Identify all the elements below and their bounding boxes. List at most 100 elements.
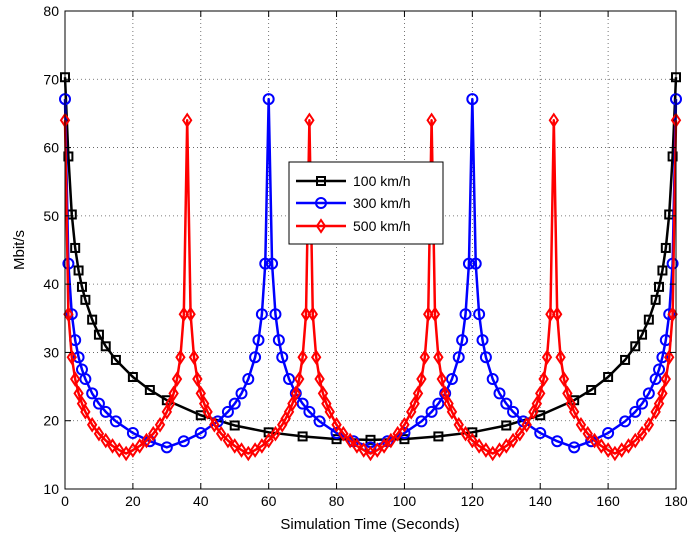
data-point xyxy=(249,351,262,364)
data-point xyxy=(209,417,220,433)
data-point xyxy=(507,405,520,418)
data-point xyxy=(63,306,74,322)
legend-marker xyxy=(315,218,327,234)
data-point xyxy=(657,385,668,402)
data-point xyxy=(473,438,485,454)
data-point xyxy=(507,432,519,449)
data-point xyxy=(93,425,105,442)
data-point xyxy=(452,351,465,364)
legend-item: 300 km/h xyxy=(296,195,411,211)
data-point xyxy=(177,435,190,448)
data-point xyxy=(623,438,634,454)
data-point xyxy=(99,405,112,418)
data-point xyxy=(269,308,282,321)
data-point xyxy=(664,349,675,366)
x-tick-label: 80 xyxy=(329,493,345,509)
data-point xyxy=(175,349,186,366)
data-point xyxy=(467,432,478,449)
data-point xyxy=(92,397,105,410)
x-tick-label: 160 xyxy=(596,493,620,509)
data-point xyxy=(65,308,78,321)
data-point xyxy=(620,354,631,365)
x-tick-label: 180 xyxy=(664,493,688,509)
data-point xyxy=(582,425,593,442)
legend-item: 100 km/h xyxy=(296,173,411,189)
data-point xyxy=(630,341,641,352)
data-point xyxy=(168,385,179,402)
data-point xyxy=(100,341,111,352)
legend-items: 100 km/h 300 km/h 500 km/h xyxy=(296,173,411,234)
data-point xyxy=(338,425,349,442)
data-point xyxy=(185,306,196,322)
data-point xyxy=(534,427,547,440)
data-point xyxy=(568,441,581,454)
data-point xyxy=(171,371,183,387)
legend-label: 100 km/h xyxy=(353,173,411,189)
data-point xyxy=(72,351,85,364)
data-point xyxy=(86,387,99,400)
data-point xyxy=(453,417,464,433)
data-point xyxy=(399,434,410,445)
x-tick-label: 60 xyxy=(261,493,277,509)
data-point xyxy=(558,371,570,387)
data-point xyxy=(486,373,499,386)
data-point xyxy=(603,372,614,383)
data-point xyxy=(262,93,275,106)
data-point xyxy=(596,438,607,454)
data-point xyxy=(107,438,118,454)
data-point xyxy=(69,371,81,387)
data-point xyxy=(195,385,206,402)
data-point xyxy=(76,281,87,292)
data-point xyxy=(433,431,444,442)
data-point xyxy=(538,371,549,387)
data-point xyxy=(568,404,580,420)
data-point xyxy=(385,432,397,449)
data-point xyxy=(144,384,155,395)
x-tick-label: 20 xyxy=(125,493,141,509)
data-point xyxy=(415,415,428,428)
data-point xyxy=(531,395,543,412)
y-tick-label: 40 xyxy=(43,276,59,292)
data-point xyxy=(643,417,655,433)
data-point xyxy=(667,306,678,322)
data-point xyxy=(551,306,563,322)
data-point xyxy=(663,308,676,321)
x-tick-label: 120 xyxy=(461,493,485,509)
data-point xyxy=(141,432,152,449)
data-point xyxy=(456,334,469,347)
data-point xyxy=(344,432,356,449)
data-point xyxy=(358,442,369,458)
data-point xyxy=(192,371,203,387)
data-point xyxy=(473,308,486,321)
data-point xyxy=(459,308,472,321)
data-point xyxy=(656,351,669,364)
data-point xyxy=(165,395,176,412)
data-point xyxy=(270,425,281,442)
x-tick-label: 140 xyxy=(529,493,553,509)
data-point xyxy=(629,405,642,418)
y-tick-labels: 10 20 30 40 50 60 70 80 xyxy=(43,3,59,497)
data-point xyxy=(643,314,654,325)
data-point xyxy=(229,420,240,431)
legend-marker xyxy=(316,176,326,186)
data-point xyxy=(109,415,122,428)
data-point xyxy=(619,415,632,428)
data-point xyxy=(660,242,671,253)
data-point xyxy=(73,265,84,276)
data-point xyxy=(294,371,305,387)
data-point xyxy=(287,395,298,412)
data-point xyxy=(426,112,437,129)
data-point xyxy=(365,434,376,445)
data-point xyxy=(630,432,641,449)
data-point xyxy=(425,405,438,418)
data-point xyxy=(616,442,627,458)
data-point xyxy=(229,438,240,454)
data-point xyxy=(654,281,665,292)
data-point xyxy=(551,435,564,448)
data-point xyxy=(416,371,427,387)
data-point xyxy=(642,387,655,400)
data-point xyxy=(154,417,166,433)
data-point xyxy=(93,329,104,340)
data-point xyxy=(399,417,410,433)
